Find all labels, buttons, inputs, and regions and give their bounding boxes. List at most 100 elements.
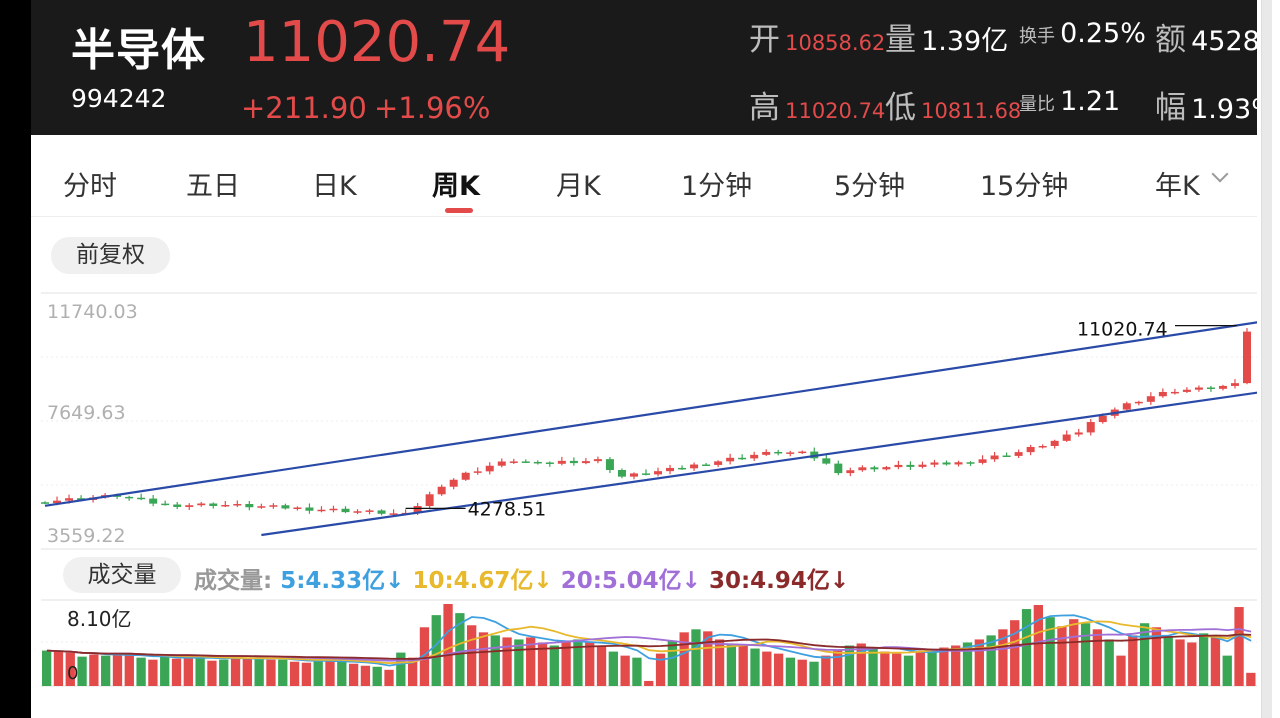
volume-bar: [325, 659, 335, 686]
volume-bar: [667, 640, 678, 686]
candle-body: [77, 498, 86, 500]
volume-bar: [1151, 627, 1162, 686]
tab-monthly-k[interactable]: 月K: [556, 171, 601, 202]
volume-bar: [608, 651, 618, 686]
candle-body: [473, 471, 482, 473]
candle-body: [245, 504, 254, 508]
volume-bar: [750, 648, 760, 686]
candle-body: [762, 451, 771, 455]
volume-bar: [1187, 642, 1197, 686]
volume-bar: [1045, 617, 1055, 686]
volume-bar: [514, 639, 524, 686]
tab-five-day[interactable]: 五日: [186, 171, 240, 202]
tab-daily-k[interactable]: 日K: [312, 171, 357, 202]
volume-bar: [738, 645, 748, 686]
tab-intraday[interactable]: 分时: [63, 171, 117, 202]
stat-open: 开 10858.62: [749, 14, 885, 59]
volume-bar: [679, 632, 689, 686]
candle-body: [666, 467, 675, 472]
candle-body: [197, 503, 206, 506]
candle-body: [690, 464, 699, 469]
stat-vol-ratio-value: 1.21: [1060, 86, 1121, 117]
channel-trendline: [44, 321, 1257, 507]
candle-body: [726, 457, 735, 462]
volume-bar: [1234, 607, 1244, 686]
candle-body: [497, 461, 506, 466]
volume-bar: [785, 657, 796, 686]
candle-body: [942, 462, 951, 465]
candle-body: [269, 505, 278, 507]
volume-bar: [1104, 639, 1114, 686]
volume-bar: [1222, 655, 1232, 686]
volume-bar: [1198, 633, 1209, 686]
stat-amount-label: 额: [1155, 22, 1186, 58]
volume-bar: [1175, 639, 1185, 686]
tab-1-minute[interactable]: 1分钟: [681, 171, 753, 202]
volume-bar: [620, 655, 630, 686]
tab-weekly-k[interactable]: 周K: [432, 171, 480, 202]
volume-bar: [337, 661, 347, 686]
volume-bar: [53, 651, 64, 686]
candle-body: [1170, 391, 1179, 394]
candle-body: [209, 503, 218, 506]
candle-body: [1146, 396, 1155, 402]
candle-body: [1026, 446, 1035, 453]
candle-body: [353, 511, 362, 513]
stat-low-label: 低: [885, 90, 916, 126]
volume-bar: [254, 658, 264, 686]
tab-5-minute[interactable]: 5分钟: [834, 171, 906, 202]
volume-bar: [1163, 636, 1173, 686]
candle-body: [1230, 383, 1239, 386]
stat-amount-value: 4528: [1191, 26, 1257, 57]
candle-body: [654, 471, 663, 475]
volume-bar: [596, 645, 607, 686]
volume-ma-line: [46, 633, 1252, 660]
candle-body: [918, 464, 927, 467]
candle-body: [1002, 455, 1011, 458]
candle-body: [906, 464, 915, 467]
volume-ma20: 20:5.04亿↓: [560, 568, 701, 594]
stat-vol-ratio: 量比 1.21: [1019, 86, 1120, 117]
candle-body: [1014, 452, 1023, 456]
quote-header: 半导体 994242 11020.74 +211.90 +1.96% 开 108…: [31, 0, 1257, 135]
candle-body: [341, 508, 350, 513]
volume-bar: [77, 656, 87, 686]
candle-body: [449, 479, 458, 487]
candle-body: [1194, 387, 1203, 390]
volume-bar: [1010, 620, 1020, 686]
tab-yearly-k[interactable]: 年K: [1155, 171, 1200, 202]
candle-body: [954, 462, 963, 465]
scrollbar[interactable]: [1257, 0, 1280, 718]
candle-body: [714, 461, 723, 465]
candle-body: [305, 507, 314, 511]
candle-body: [870, 467, 879, 470]
volume-bar: [585, 641, 595, 686]
candle-body: [389, 513, 398, 515]
stat-open-value: 10858.62: [785, 31, 886, 55]
volume-bar: [1210, 635, 1221, 686]
y-tick-label: 11740.03: [47, 301, 138, 323]
volume-bar: [112, 653, 123, 686]
kline-chart: 11740.03 7649.63 3559.22 11020.74 4278.51 8.1…: [41, 292, 1257, 687]
volume-bar: [101, 655, 111, 686]
candle-body: [786, 452, 795, 454]
volume-ma30: 30:4.94亿↓: [708, 568, 850, 594]
candle-body: [317, 509, 326, 512]
y-tick-label: 7649.63: [47, 402, 126, 424]
adjust-button[interactable]: 前复权: [51, 237, 170, 274]
volume-bar: [443, 604, 453, 686]
volume-bar: [809, 661, 819, 686]
candle-body: [329, 508, 338, 511]
candle-body: [1086, 422, 1095, 433]
candle-body: [593, 459, 602, 462]
candle-body: [413, 506, 422, 513]
volume-indicator-button[interactable]: 成交量: [63, 557, 181, 593]
volume-bar: [986, 635, 996, 686]
volume-bar: [951, 645, 961, 686]
candle-body: [161, 503, 170, 506]
volume-ma-line: [46, 620, 1252, 665]
candle-body: [581, 461, 590, 464]
volume-bar: [537, 642, 548, 686]
tab-15-minute[interactable]: 15分钟: [980, 171, 1069, 202]
candle-body: [53, 500, 62, 504]
